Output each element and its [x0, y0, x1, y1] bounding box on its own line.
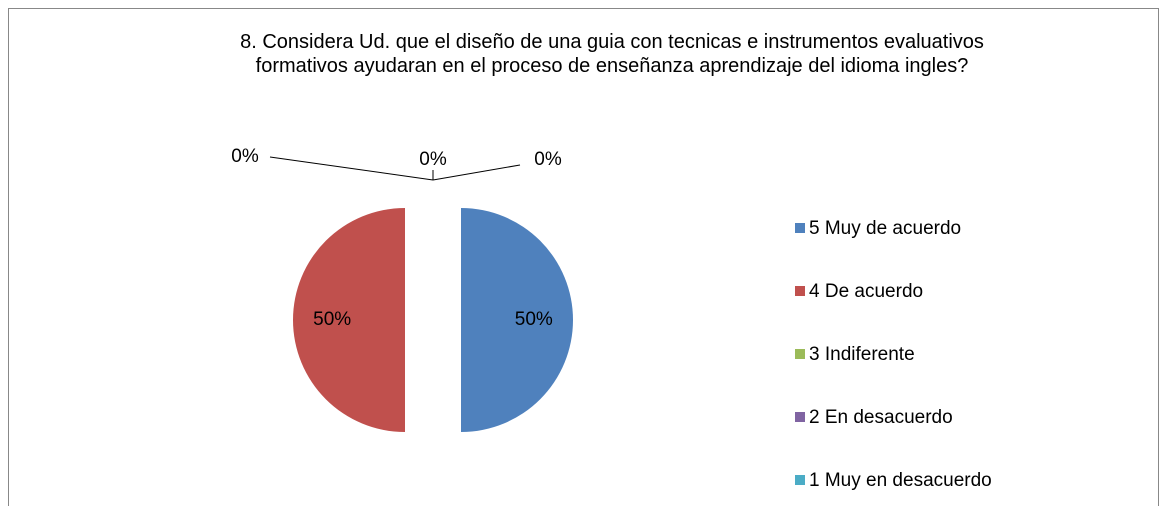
legend-label: 1 Muy en desacuerdo	[809, 470, 992, 491]
chart-title: 8. Considera Ud. que el diseño de una gu…	[240, 31, 984, 77]
legend-label: 2 En desacuerdo	[809, 407, 953, 428]
legend-swatch	[795, 412, 805, 422]
chart-border	[8, 8, 1159, 506]
pie-slice	[293, 208, 405, 432]
leader-line	[269, 156, 434, 181]
legend-label: 5 Muy de acuerdo	[809, 218, 961, 239]
data-label: 50%	[313, 309, 351, 330]
legend-swatch	[795, 349, 805, 359]
legend-swatch	[795, 475, 805, 485]
data-label: 0%	[419, 149, 447, 170]
data-label: 0%	[231, 146, 259, 167]
leader-line	[432, 164, 521, 181]
data-label: 0%	[534, 149, 562, 170]
pie-slice	[461, 208, 573, 432]
legend-label: 3 Indiferente	[809, 344, 915, 365]
legend-label: 4 De acuerdo	[809, 281, 923, 302]
legend-swatch	[795, 223, 805, 233]
legend-swatch	[795, 286, 805, 296]
data-label: 50%	[515, 309, 553, 330]
